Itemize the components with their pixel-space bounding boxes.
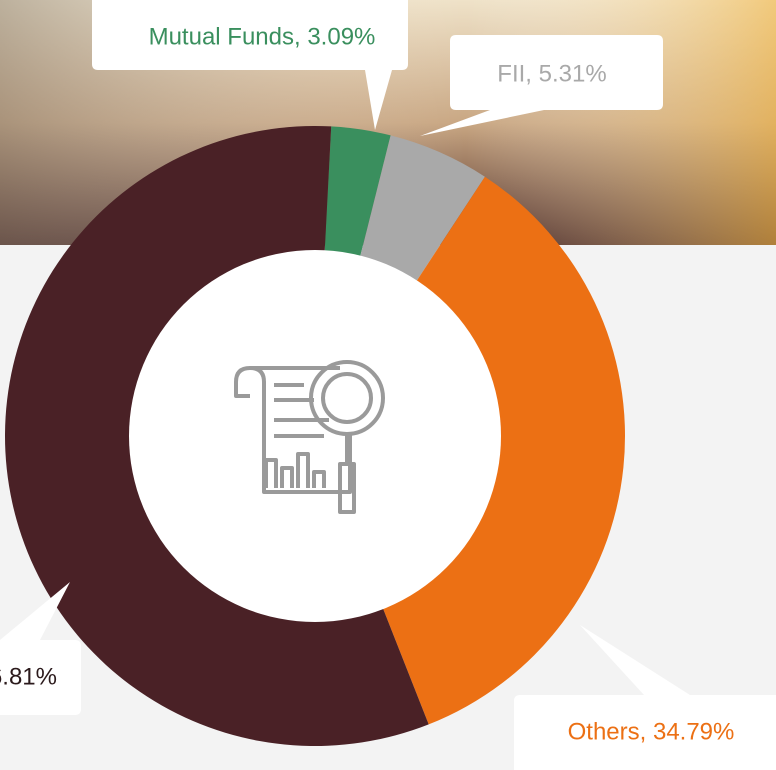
slice-label: FII, 5.31% bbox=[497, 60, 606, 87]
callout-box bbox=[92, 0, 408, 130]
report-icon bbox=[234, 360, 385, 514]
slice-label: Others, 34.79% bbox=[568, 718, 735, 745]
slice-label: 56.81% bbox=[0, 663, 57, 690]
callout-box bbox=[0, 582, 81, 715]
slice-label: Mutual Funds, 3.09% bbox=[149, 23, 376, 50]
callout-box bbox=[420, 35, 663, 136]
callout-box bbox=[514, 625, 776, 770]
